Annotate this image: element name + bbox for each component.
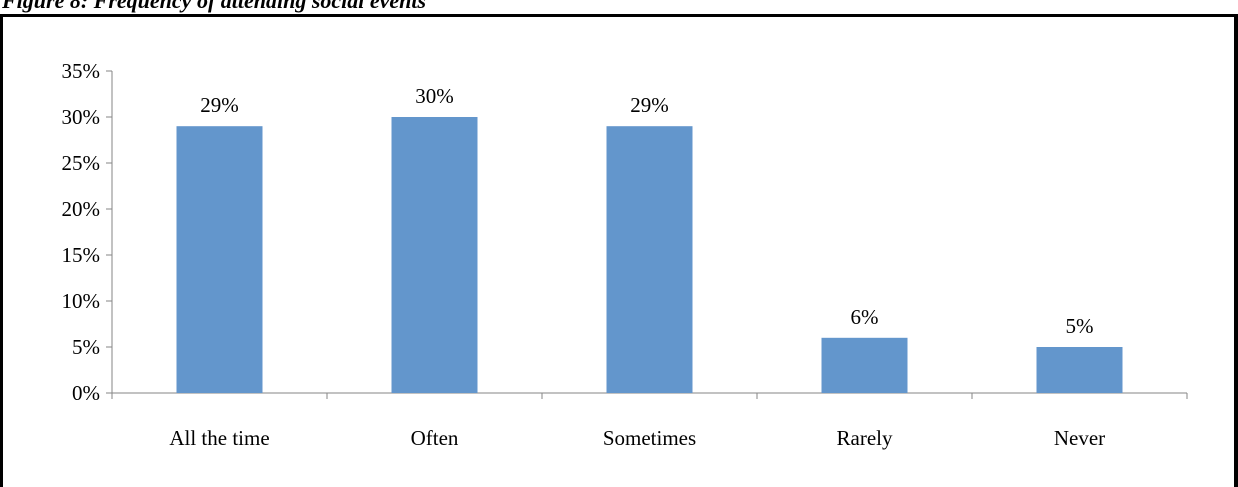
data-label: 5% [1066,314,1094,338]
data-label: 30% [415,84,454,108]
y-tick-label: 30% [62,105,101,129]
chart-labels: 29% All the time 30% Often 29% Sometimes 6% Rar… [169,84,1105,450]
bar [606,126,693,393]
data-label: 6% [851,305,879,329]
x-category-label: Never [1054,426,1105,450]
y-tick-label: 20% [62,197,101,221]
x-category-label: Rarely [837,426,893,450]
bar [391,117,478,393]
chart-axes: 0% 5% 10% 15% 20% 25% 30% 35% [62,59,1188,405]
figure-caption-text: Figure 8: Frequency of attending social … [2,0,427,13]
data-label: 29% [630,93,669,117]
y-tick-label: 35% [62,59,101,83]
chart-bars [176,117,1123,393]
y-tick-label: 10% [62,289,101,313]
x-category-label: Often [411,426,459,450]
y-tick-label: 15% [62,243,101,267]
data-label: 29% [200,93,239,117]
y-tick-label: 25% [62,151,101,175]
bar [1036,347,1123,393]
figure-caption: Figure 8: Frequency of attending social … [0,0,1238,14]
bar [176,126,263,393]
x-category-label: Sometimes [603,426,696,450]
bar [821,337,908,393]
x-category-label: All the time [169,426,269,450]
y-tick-label: 0% [72,381,100,405]
y-tick-label: 5% [72,335,100,359]
